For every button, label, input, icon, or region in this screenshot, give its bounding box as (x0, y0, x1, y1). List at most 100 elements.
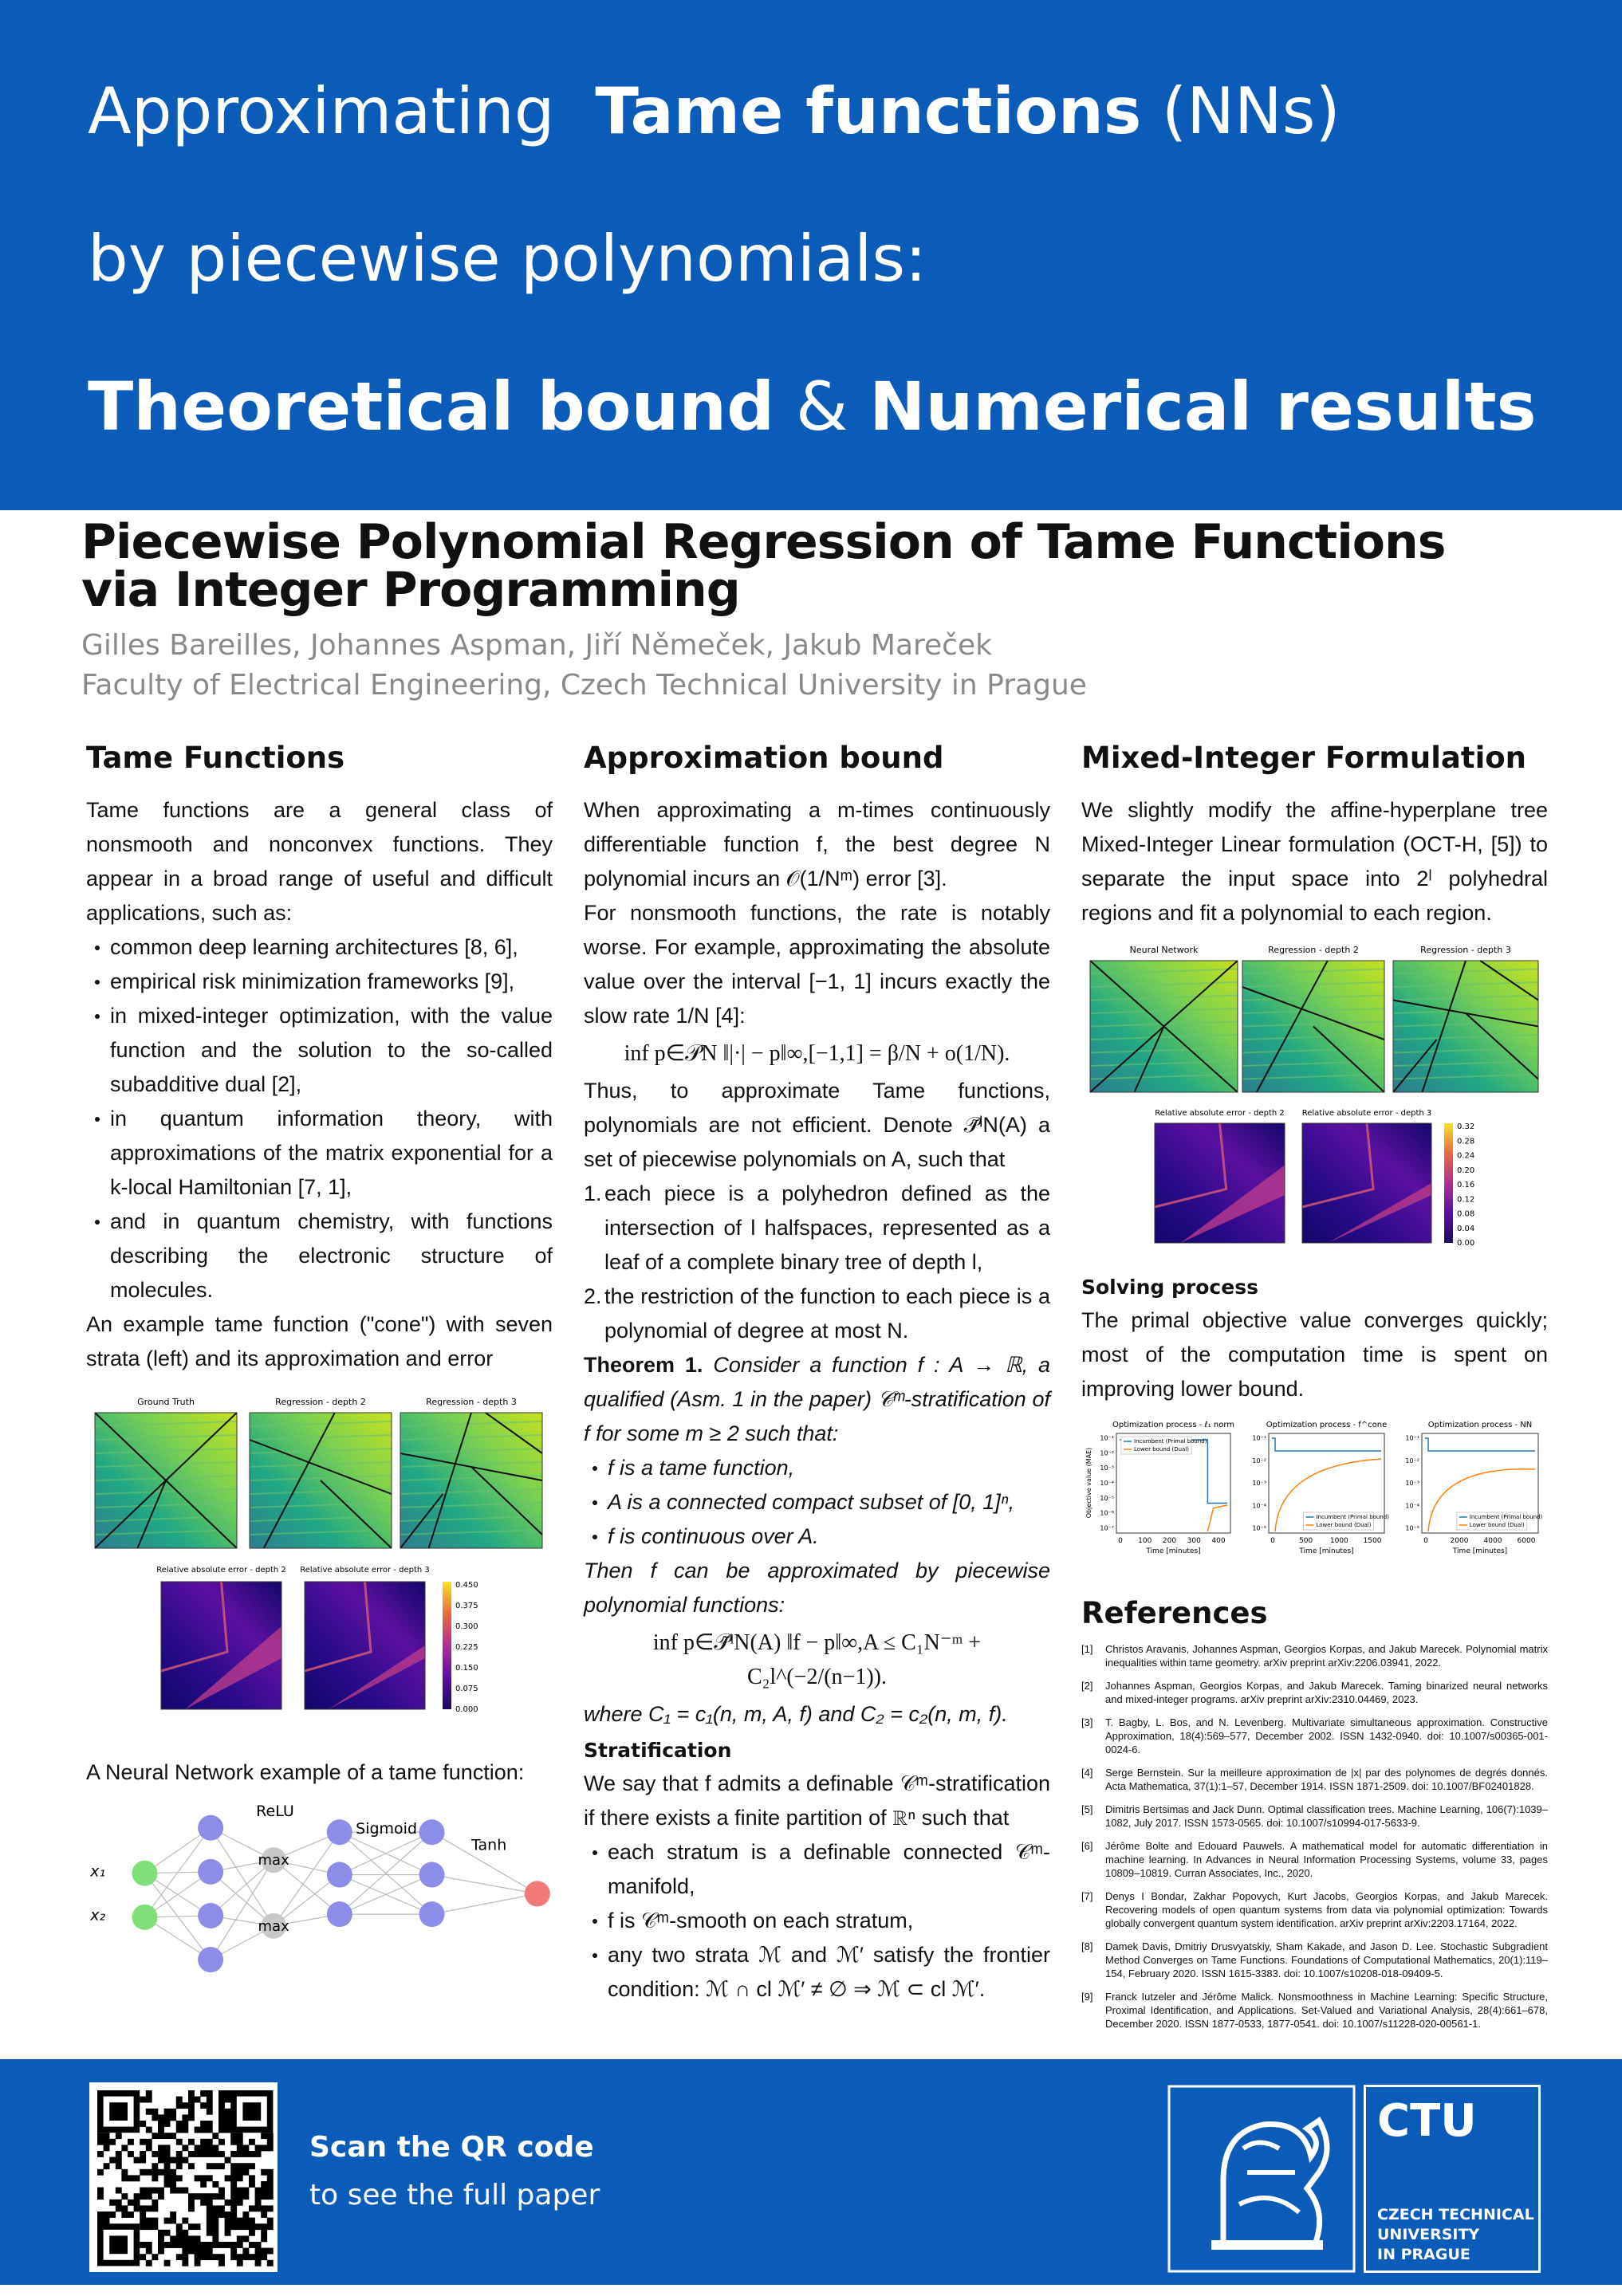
qr-module (224, 2121, 231, 2127)
x-tick-label: 1500 (1364, 1537, 1382, 1545)
qr-module (152, 2163, 159, 2170)
qr-module (249, 2242, 255, 2248)
qr-module (212, 2211, 219, 2218)
qr-module (230, 2205, 238, 2212)
hatch (1242, 1034, 1385, 1040)
qr-module (230, 2199, 238, 2206)
dual-line (1427, 1468, 1536, 1532)
qr-module (163, 2229, 171, 2236)
x-tick-label: 0 (1423, 1537, 1428, 1545)
qr-module (115, 2205, 122, 2212)
hatch (249, 1434, 392, 1441)
nn-node (524, 1881, 550, 1907)
qr-module (236, 2187, 243, 2194)
qr-module (140, 2121, 147, 2127)
qr-module (182, 2229, 189, 2236)
nn-edge (339, 1831, 432, 1915)
primal-line (1425, 1437, 1535, 1452)
bullet (95, 980, 100, 985)
nn-edge (431, 1831, 538, 1894)
qr-finder (242, 2102, 262, 2121)
y-tick-label: 10⁻³ (1405, 1480, 1419, 1487)
hatch (400, 1502, 543, 1508)
hatch (249, 1529, 392, 1535)
qr-module (188, 2096, 195, 2103)
qr-module (206, 2211, 213, 2218)
qr-module (206, 2193, 213, 2200)
x-tick-label: 1000 (1330, 1537, 1348, 1545)
qr-module (261, 2229, 268, 2236)
qr-module (158, 2151, 164, 2157)
colorbar (443, 1582, 451, 1709)
nn-node (198, 1858, 224, 1885)
qr-module (242, 2235, 250, 2243)
logo-emblem (1167, 2085, 1356, 2273)
legend-text: Lower bound (Dual) (1134, 1446, 1189, 1453)
qr-module (266, 2145, 274, 2152)
nn-edge (431, 1893, 537, 1915)
qr-module (152, 2254, 159, 2261)
qr-module (212, 2163, 219, 2170)
qr-module (158, 2235, 164, 2243)
qr-module (115, 2151, 122, 2157)
qr-module (224, 2199, 231, 2206)
nn-edge (431, 1873, 537, 1895)
nn-diagram: max max ReLU Sigmoid Tanh x₁ x₂ (89, 1803, 550, 1973)
qr-module (206, 2242, 213, 2248)
header-text: Approximating (88, 74, 555, 148)
qr-module (212, 2229, 219, 2236)
qr-module (103, 2145, 110, 2152)
panel-title: Neural Network (1130, 945, 1199, 955)
hatch (94, 1461, 238, 1468)
qr-module (254, 2242, 262, 2248)
x-tick-label: 0 (1270, 1537, 1275, 1545)
qr-module (200, 2199, 207, 2206)
list-text: and in quantum chemistry, with functions… (110, 1209, 553, 1302)
panel-title: Regression - depth 2 (275, 1397, 366, 1407)
hatch (249, 1488, 392, 1495)
qr-module (230, 2151, 238, 2157)
paragraph: Thus, to approximate Tame functions, pol… (584, 1079, 1050, 1171)
hatch (1242, 1047, 1385, 1054)
qr-module (145, 2223, 152, 2231)
qr-module (236, 2145, 243, 2152)
qr-module (200, 2102, 207, 2109)
qr-module (218, 2151, 225, 2157)
x-tick-label: 100 (1138, 1537, 1152, 1545)
nn-edge (210, 1827, 274, 1927)
qr-module (175, 2163, 183, 2170)
title-line: Piecewise Polynomial Regression of Tame … (81, 514, 1446, 570)
subsection-heading: Stratification (584, 1739, 732, 1762)
qr-module (242, 2217, 250, 2224)
qr-module (206, 2096, 213, 2103)
qr-module (188, 2199, 195, 2206)
qr-module (236, 2217, 243, 2224)
qr-module (230, 2187, 238, 2194)
split-line (1392, 1039, 1438, 1093)
qr-module (236, 2242, 243, 2248)
qr-module (158, 2168, 164, 2176)
list-item: each stratum is a definable connected 𝒞ᵐ… (584, 1835, 1050, 1904)
dual-line (1207, 1504, 1228, 1532)
footer: Scan the QR code to see the full paper C… (0, 2059, 1622, 2285)
panel-frame (400, 1412, 543, 1549)
subsection-heading: Solving process (1081, 1276, 1258, 1299)
split-line (400, 1493, 444, 1549)
nn-edge (339, 1831, 432, 1876)
qr-module (158, 2121, 164, 2127)
nn-node (326, 1862, 352, 1888)
qr-code[interactable] (89, 2082, 278, 2272)
qr-module (188, 2090, 195, 2097)
qr-module (206, 2121, 213, 2127)
reference-text: T. Bagby, L. Bos, and N. Levenberg. Mult… (1105, 1716, 1548, 1755)
logo-acronym: CTU (1377, 2095, 1477, 2147)
qr-module (103, 2138, 110, 2145)
qr-module (200, 2175, 207, 2182)
qr-module (170, 2217, 177, 2224)
hatch (1089, 968, 1238, 975)
section-heading: References (1081, 1596, 1268, 1630)
heatmap-feature (160, 1581, 229, 1673)
hatch (1242, 1008, 1385, 1014)
panel-title: Ground Truth (137, 1397, 195, 1407)
